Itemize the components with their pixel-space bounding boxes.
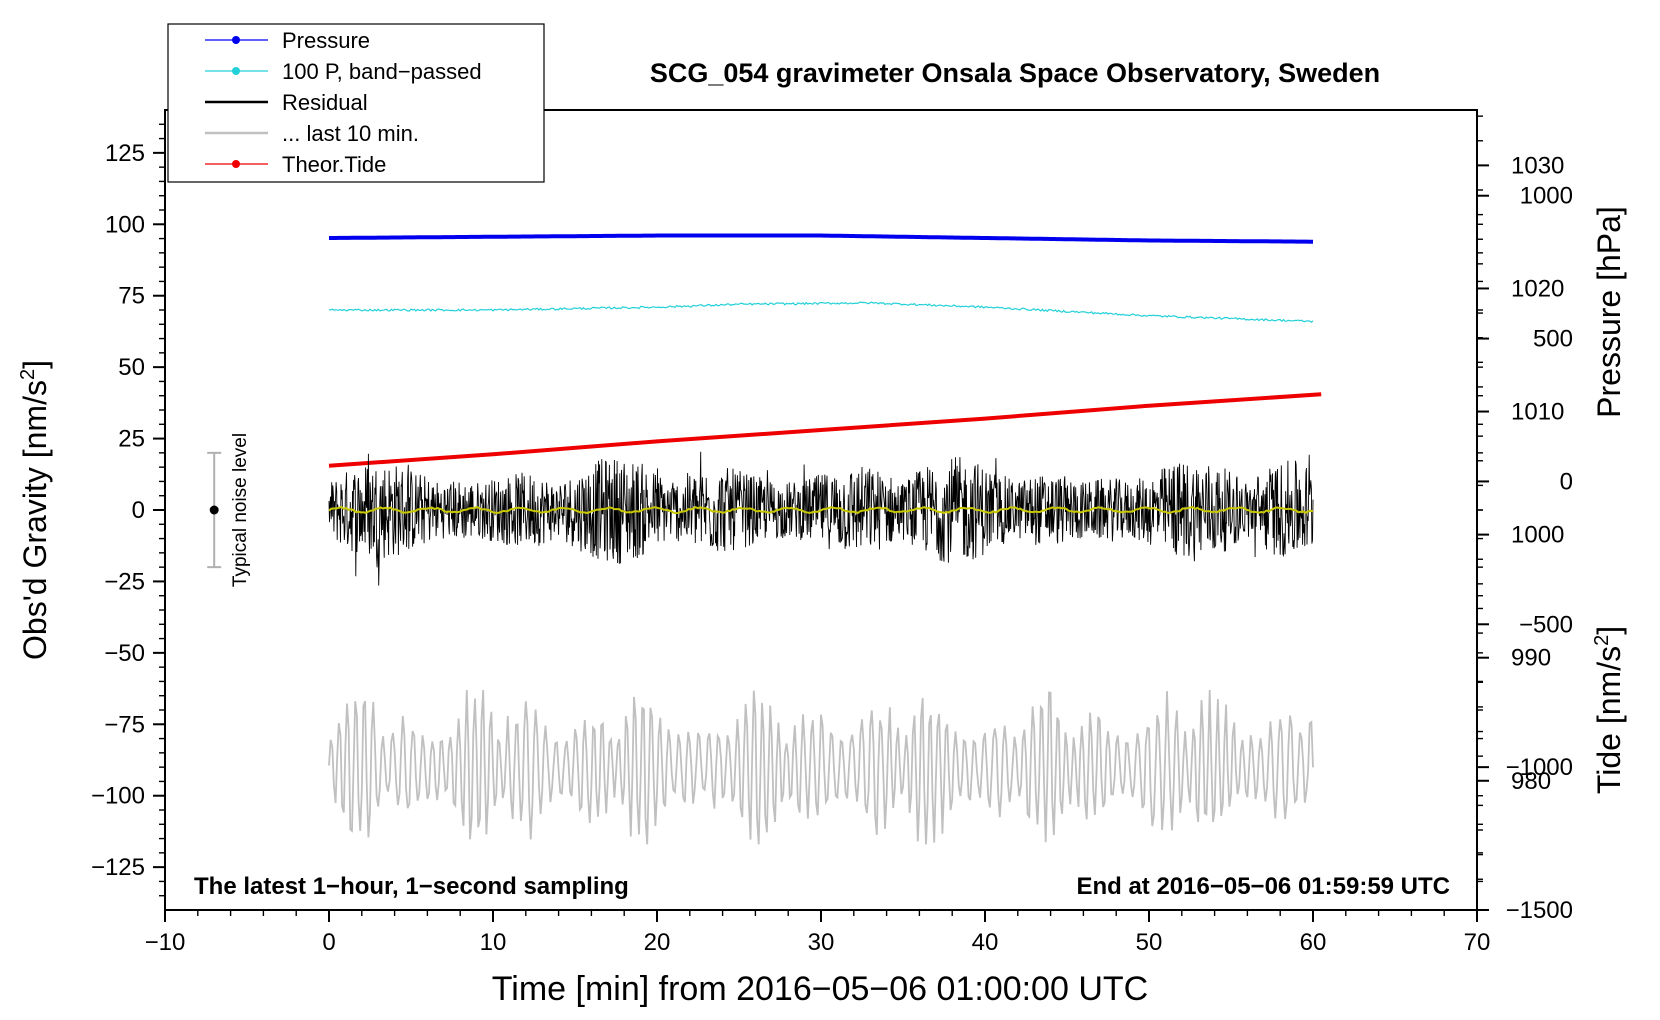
legend-entry-pressure: Pressure — [205, 28, 370, 53]
pressure-tick-label: 990 — [1511, 645, 1551, 672]
tide-tick-label: 1000 — [1520, 183, 1573, 210]
tide-tick-label: −1500 — [1506, 897, 1573, 924]
series-residual — [328, 451, 1314, 586]
pressure-tick-label: 980 — [1511, 768, 1551, 795]
legend-entry-last10: ... last 10 min. — [205, 121, 419, 146]
y-tick-label-left: −100 — [91, 783, 145, 810]
y-tick-label-left: −125 — [91, 854, 145, 881]
x-axis-label: Time [min] from 2016−05−06 01:00:00 UTC — [492, 970, 1148, 1008]
legend-label-tide: Theor.Tide — [282, 152, 386, 177]
annotation-end-time: End at 2016−05−06 01:59:59 UTC — [1076, 873, 1450, 900]
y-axis-label-left: Obs'd Gravity [nm/s2] — [17, 360, 53, 660]
x-tick-label: 0 — [322, 929, 335, 956]
y-tick-label-left: −25 — [104, 568, 145, 595]
tide-tick-label: −1000 — [1506, 754, 1573, 781]
tide-tick-label: 0 — [1560, 468, 1573, 495]
legend-label-bandpassed: 100 P, band−passed — [282, 59, 482, 84]
chart-title: SCG_054 gravimeter Onsala Space Observat… — [650, 58, 1380, 88]
y-tick-label-left: 25 — [118, 426, 145, 453]
noise-level-label: Typical noise level — [230, 433, 251, 587]
legend-entry-bandpassed: 100 P, band−passed — [205, 59, 482, 84]
y-tick-label-left: 125 — [105, 140, 145, 167]
pressure-tick-label: 1020 — [1511, 275, 1564, 302]
x-tick-label: 60 — [1300, 929, 1327, 956]
series-band-passed — [328, 301, 1314, 323]
series-pressure — [329, 233, 1313, 244]
y-tick-label-left: 75 — [118, 283, 145, 310]
legend-label-last10: ... last 10 min. — [282, 121, 419, 146]
x-tick-label: 10 — [480, 929, 507, 956]
y-axis-label-pressure: Pressure [hPa] — [1591, 206, 1627, 418]
y-tick-label-left: −50 — [104, 640, 145, 667]
x-tick-label: 20 — [644, 929, 671, 956]
series-last-10-min — [328, 689, 1314, 845]
x-tick-label: −10 — [145, 929, 186, 956]
series-theor-tide — [328, 392, 1322, 468]
series-residual-smoothed — [328, 505, 1314, 515]
tide-tick-label: 500 — [1533, 326, 1573, 353]
y-axis-label-tide: Tide [nm/s2] — [1591, 626, 1627, 794]
legend: Pressure 100 P, band−passed Residual ...… — [167, 23, 545, 183]
y-tick-label-left: 100 — [105, 211, 145, 238]
pressure-tick-label: 1010 — [1511, 399, 1564, 426]
legend-entry-residual: Residual — [205, 90, 368, 115]
legend-label-pressure: Pressure — [282, 28, 370, 53]
legend-entry-tide: Theor.Tide — [205, 152, 386, 177]
legend-label-residual: Residual — [282, 90, 368, 115]
pressure-tick-label: 1000 — [1511, 522, 1564, 549]
annotation-sampling: The latest 1−hour, 1−second sampling — [194, 873, 629, 900]
y-tick-label-left: 0 — [132, 497, 145, 524]
x-tick-label: 40 — [972, 929, 999, 956]
y-tick-label-left: 50 — [118, 354, 145, 381]
tide-tick-label: −500 — [1519, 611, 1573, 638]
pressure-tick-label: 1030 — [1511, 152, 1564, 179]
y-tick-label-left: −75 — [104, 711, 145, 738]
x-tick-label: 70 — [1464, 929, 1491, 956]
x-tick-label: 50 — [1136, 929, 1163, 956]
noise-level-marker: Typical noise level — [207, 433, 251, 587]
x-tick-label: 30 — [808, 929, 835, 956]
